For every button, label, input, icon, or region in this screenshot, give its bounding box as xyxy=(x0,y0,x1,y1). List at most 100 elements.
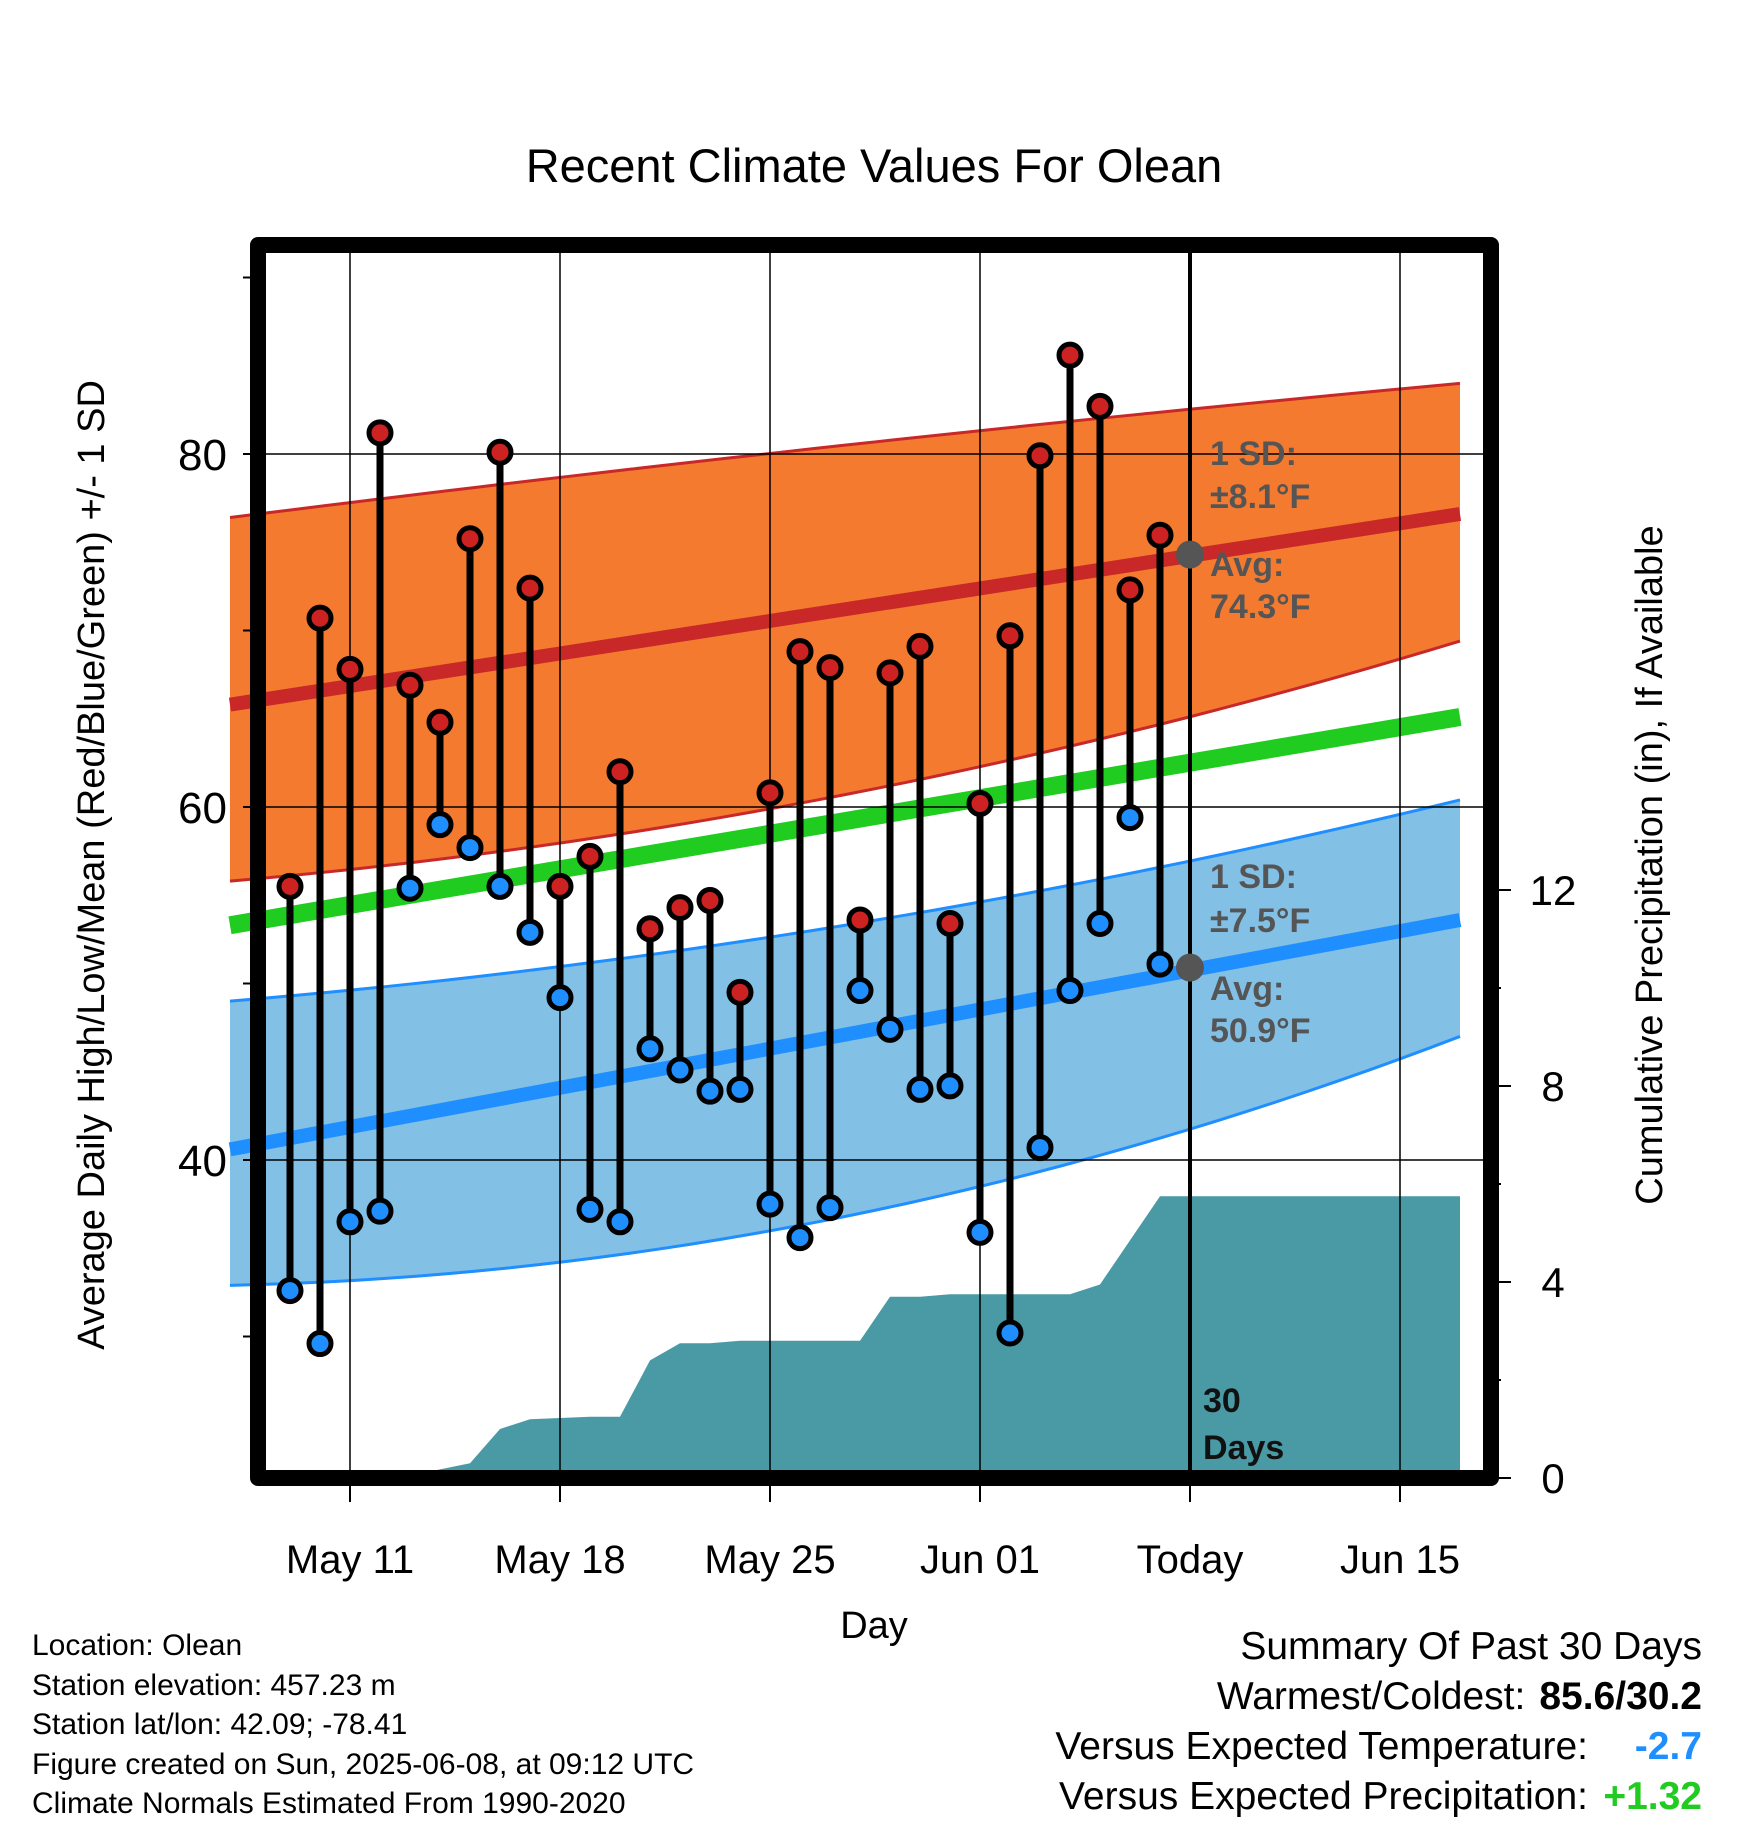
low-point xyxy=(1026,1134,1054,1162)
y-axis-label: Average Daily High/Low/Mean (Red/Blue/Gr… xyxy=(71,380,113,1350)
low-point xyxy=(366,1197,394,1225)
low-point xyxy=(1086,909,1114,937)
normal-high-avg-line xyxy=(228,507,1462,712)
low-point xyxy=(1056,977,1084,1005)
summary-precip: Versus Expected Precipitation: +1.32 xyxy=(1055,1772,1702,1822)
x-tick-label: Jun 01 xyxy=(920,1538,1040,1582)
high-avg-value: 74.3°F xyxy=(1210,588,1311,626)
high-point xyxy=(726,978,754,1006)
low-point xyxy=(276,1277,304,1305)
low-point xyxy=(576,1195,604,1223)
low-point xyxy=(546,984,574,1012)
high-point xyxy=(486,438,514,466)
high-sd-label: 1 SD: xyxy=(1210,435,1297,473)
low-point xyxy=(516,918,544,946)
normal-mean-line xyxy=(228,708,1462,935)
latlon-text: Station lat/lon: 42.09; -78.41 xyxy=(32,1708,408,1741)
low-point xyxy=(996,1319,1024,1347)
high-point xyxy=(516,574,544,602)
high-point xyxy=(786,638,814,666)
days-number: 30 xyxy=(1203,1382,1241,1420)
low-point xyxy=(636,1035,664,1063)
low-point xyxy=(696,1077,724,1105)
high-point xyxy=(1026,442,1054,470)
y2-tick-label: 0 xyxy=(1541,1455,1564,1502)
low-point xyxy=(396,874,424,902)
precip-value: +1.32 xyxy=(1603,1775,1702,1818)
high-point xyxy=(816,654,844,682)
low-point xyxy=(606,1208,634,1236)
x-tick-label: May 18 xyxy=(494,1538,625,1582)
y2-tick-label: 12 xyxy=(1530,867,1577,914)
plot-frame xyxy=(250,237,1499,1486)
low-point xyxy=(876,1015,904,1043)
high-point xyxy=(546,872,574,900)
high-sd-value: ±8.1°F xyxy=(1210,478,1310,516)
normal-high-sd-band xyxy=(230,383,1460,882)
low-avg-value: 50.9°F xyxy=(1210,1012,1311,1050)
high-point xyxy=(906,632,934,660)
low-point xyxy=(726,1075,754,1103)
today-low-avg-marker xyxy=(1176,953,1204,982)
today-high-avg-marker xyxy=(1176,540,1204,569)
warm-cold-value: 85.6/30.2 xyxy=(1539,1675,1702,1718)
low-point xyxy=(426,811,454,839)
high-point xyxy=(666,894,694,922)
summary-temp: Versus Expected Temperature: -2.7 xyxy=(1055,1722,1702,1772)
high-avg-label: Avg: xyxy=(1210,546,1284,584)
low-sd-label: 1 SD: xyxy=(1210,858,1297,896)
high-point xyxy=(276,872,304,900)
elevation-text: Station elevation: 457.23 m xyxy=(32,1668,396,1702)
high-point xyxy=(336,655,364,683)
summary-panel: Summary Of Past 30 Days Warmest/Coldest:… xyxy=(1055,1622,1702,1822)
high-point xyxy=(846,906,874,934)
high-point xyxy=(636,915,664,943)
high-point xyxy=(966,789,994,817)
temp-label: Versus Expected Temperature: xyxy=(1055,1725,1588,1768)
low-point xyxy=(1116,804,1144,832)
low-point xyxy=(666,1056,694,1084)
x-tick-label: May 11 xyxy=(286,1538,414,1582)
low-sd-value: ±7.5°F xyxy=(1210,902,1310,940)
y2-tick-label: 4 xyxy=(1541,1259,1564,1306)
x-tick-label: Today xyxy=(1137,1538,1244,1582)
high-point xyxy=(696,887,724,915)
low-point xyxy=(306,1330,334,1358)
high-point xyxy=(396,671,424,699)
y-tick-label: 40 xyxy=(178,1137,227,1186)
summary-warm-cold: Warmest/Coldest: 85.6/30.2 xyxy=(1055,1672,1702,1722)
high-point xyxy=(1056,341,1084,369)
normals-text: Climate Normals Estimated From 1990-2020 xyxy=(32,1787,626,1820)
high-point xyxy=(1086,392,1114,420)
high-point xyxy=(576,842,604,870)
y-tick-label: 60 xyxy=(178,784,227,833)
low-point xyxy=(936,1072,964,1100)
location-text: Location: Olean xyxy=(32,1629,243,1662)
normal-high-band-lower-edge xyxy=(229,639,1461,883)
low-avg-label: Avg: xyxy=(1210,970,1284,1008)
high-point xyxy=(1146,521,1174,549)
normal-low-avg-line xyxy=(228,913,1462,1157)
high-point xyxy=(606,758,634,786)
chart-title: Recent Climate Values For Olean xyxy=(526,139,1223,192)
y-tick-label: 80 xyxy=(178,431,227,480)
high-point xyxy=(456,525,484,553)
high-point xyxy=(936,909,964,937)
y2-axis-label: Cumulative Precipitation (in), If Availa… xyxy=(1629,525,1671,1204)
y2-tick-label: 8 xyxy=(1541,1063,1564,1110)
days-word: Days xyxy=(1203,1429,1284,1467)
normal-high-band-upper-edge xyxy=(229,381,1461,520)
low-point xyxy=(846,977,874,1005)
high-point xyxy=(996,622,1024,650)
low-point xyxy=(756,1190,784,1218)
low-point xyxy=(966,1218,994,1246)
warm-cold-label: Warmest/Coldest: xyxy=(1216,1675,1526,1718)
high-point xyxy=(876,659,904,687)
station-info: Location: Olean Station elevation: 457.2… xyxy=(32,1626,694,1824)
created-text: Figure created on Sun, 2025-06-08, at 09… xyxy=(32,1747,695,1781)
summary-title: Summary Of Past 30 Days xyxy=(1240,1625,1702,1668)
low-point xyxy=(336,1208,364,1236)
low-point xyxy=(456,834,484,862)
high-point xyxy=(426,708,454,736)
